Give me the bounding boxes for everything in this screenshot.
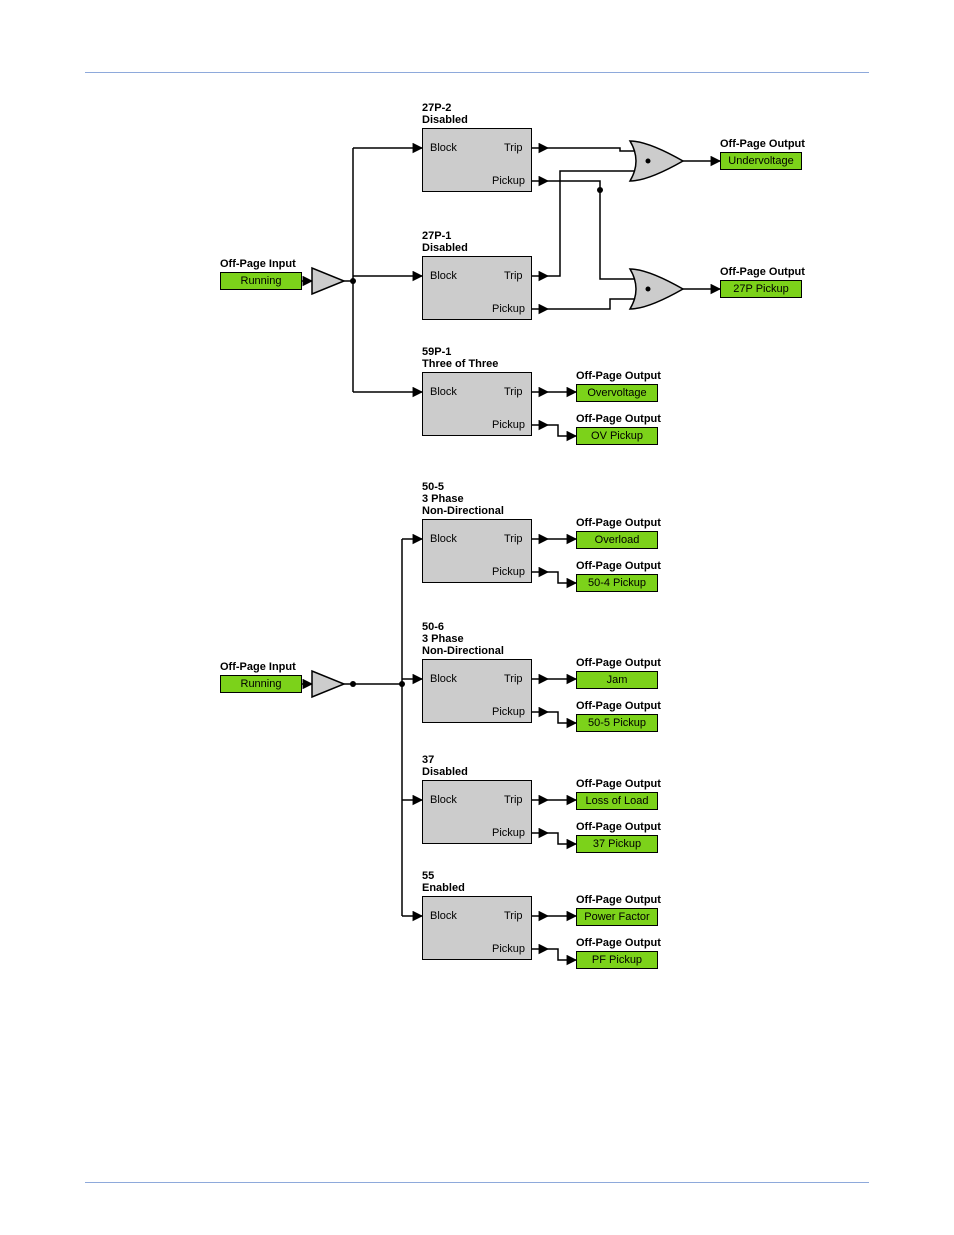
block-subtitle: 3 Phase <box>422 633 464 645</box>
block-subtitle: Disabled <box>422 766 468 778</box>
offpage-output-title: Off-Page Output <box>720 138 805 150</box>
offpage-input-value: Running <box>220 675 302 693</box>
port-label-block: Block <box>430 673 457 685</box>
block-title: 50-5 <box>422 481 444 493</box>
port-label-block: Block <box>430 386 457 398</box>
port-label-trip: Trip <box>504 386 523 398</box>
offpage-output-value: PF Pickup <box>576 951 658 969</box>
offpage-output-value: Jam <box>576 671 658 689</box>
port-label-pickup: Pickup <box>492 943 525 955</box>
block-title: 27P-2 <box>422 102 451 114</box>
block-subtitle: Enabled <box>422 882 465 894</box>
block-subtitle: Non-Directional <box>422 645 504 657</box>
port-label-pickup: Pickup <box>492 419 525 431</box>
offpage-output-value: Loss of Load <box>576 792 658 810</box>
port-label-trip: Trip <box>504 533 523 545</box>
offpage-output-value: Overload <box>576 531 658 549</box>
offpage-input-title: Off-Page Input <box>220 661 296 673</box>
block-title: 55 <box>422 870 434 882</box>
port-label-trip: Trip <box>504 142 523 154</box>
offpage-output-title: Off-Page Output <box>576 778 661 790</box>
offpage-output-value: Undervoltage <box>720 152 802 170</box>
not-gate <box>312 671 344 697</box>
port-label-trip: Trip <box>504 794 523 806</box>
offpage-output-title: Off-Page Output <box>576 560 661 572</box>
offpage-output-value: OV Pickup <box>576 427 658 445</box>
offpage-output-value: 37 Pickup <box>576 835 658 853</box>
block-subtitle: Three of Three <box>422 358 498 370</box>
offpage-input-title: Off-Page Input <box>220 258 296 270</box>
offpage-output-title: Off-Page Output <box>720 266 805 278</box>
port-label-block: Block <box>430 142 457 154</box>
offpage-output-title: Off-Page Output <box>576 894 661 906</box>
port-label-trip: Trip <box>504 673 523 685</box>
offpage-output-value: Power Factor <box>576 908 658 926</box>
offpage-output-value: 50-5 Pickup <box>576 714 658 732</box>
offpage-output-title: Off-Page Output <box>576 370 661 382</box>
port-label-block: Block <box>430 910 457 922</box>
block-title: 50-6 <box>422 621 444 633</box>
block-title: 37 <box>422 754 434 766</box>
offpage-output-value: 27P Pickup <box>720 280 802 298</box>
port-label-pickup: Pickup <box>492 706 525 718</box>
block-subtitle: Disabled <box>422 242 468 254</box>
diagram-canvas: Off-Page Input Running Off-Page Input Ru… <box>0 0 954 1235</box>
port-label-trip: Trip <box>504 270 523 282</box>
block-subtitle: 3 Phase <box>422 493 464 505</box>
not-gate <box>312 268 344 294</box>
offpage-output-value: 50-4 Pickup <box>576 574 658 592</box>
port-label-block: Block <box>430 794 457 806</box>
offpage-output-value: Overvoltage <box>576 384 658 402</box>
or-gate <box>630 269 683 309</box>
block-title: 27P-1 <box>422 230 451 242</box>
port-label-block: Block <box>430 270 457 282</box>
offpage-output-title: Off-Page Output <box>576 821 661 833</box>
block-title: 59P-1 <box>422 346 451 358</box>
port-label-trip: Trip <box>504 910 523 922</box>
offpage-output-title: Off-Page Output <box>576 657 661 669</box>
offpage-output-title: Off-Page Output <box>576 700 661 712</box>
block-subtitle: Disabled <box>422 114 468 126</box>
port-label-block: Block <box>430 533 457 545</box>
port-label-pickup: Pickup <box>492 827 525 839</box>
or-gate <box>630 141 683 181</box>
port-label-pickup: Pickup <box>492 566 525 578</box>
offpage-input-value: Running <box>220 272 302 290</box>
block-subtitle: Non-Directional <box>422 505 504 517</box>
offpage-output-title: Off-Page Output <box>576 937 661 949</box>
port-label-pickup: Pickup <box>492 175 525 187</box>
port-label-pickup: Pickup <box>492 303 525 315</box>
offpage-output-title: Off-Page Output <box>576 517 661 529</box>
offpage-output-title: Off-Page Output <box>576 413 661 425</box>
